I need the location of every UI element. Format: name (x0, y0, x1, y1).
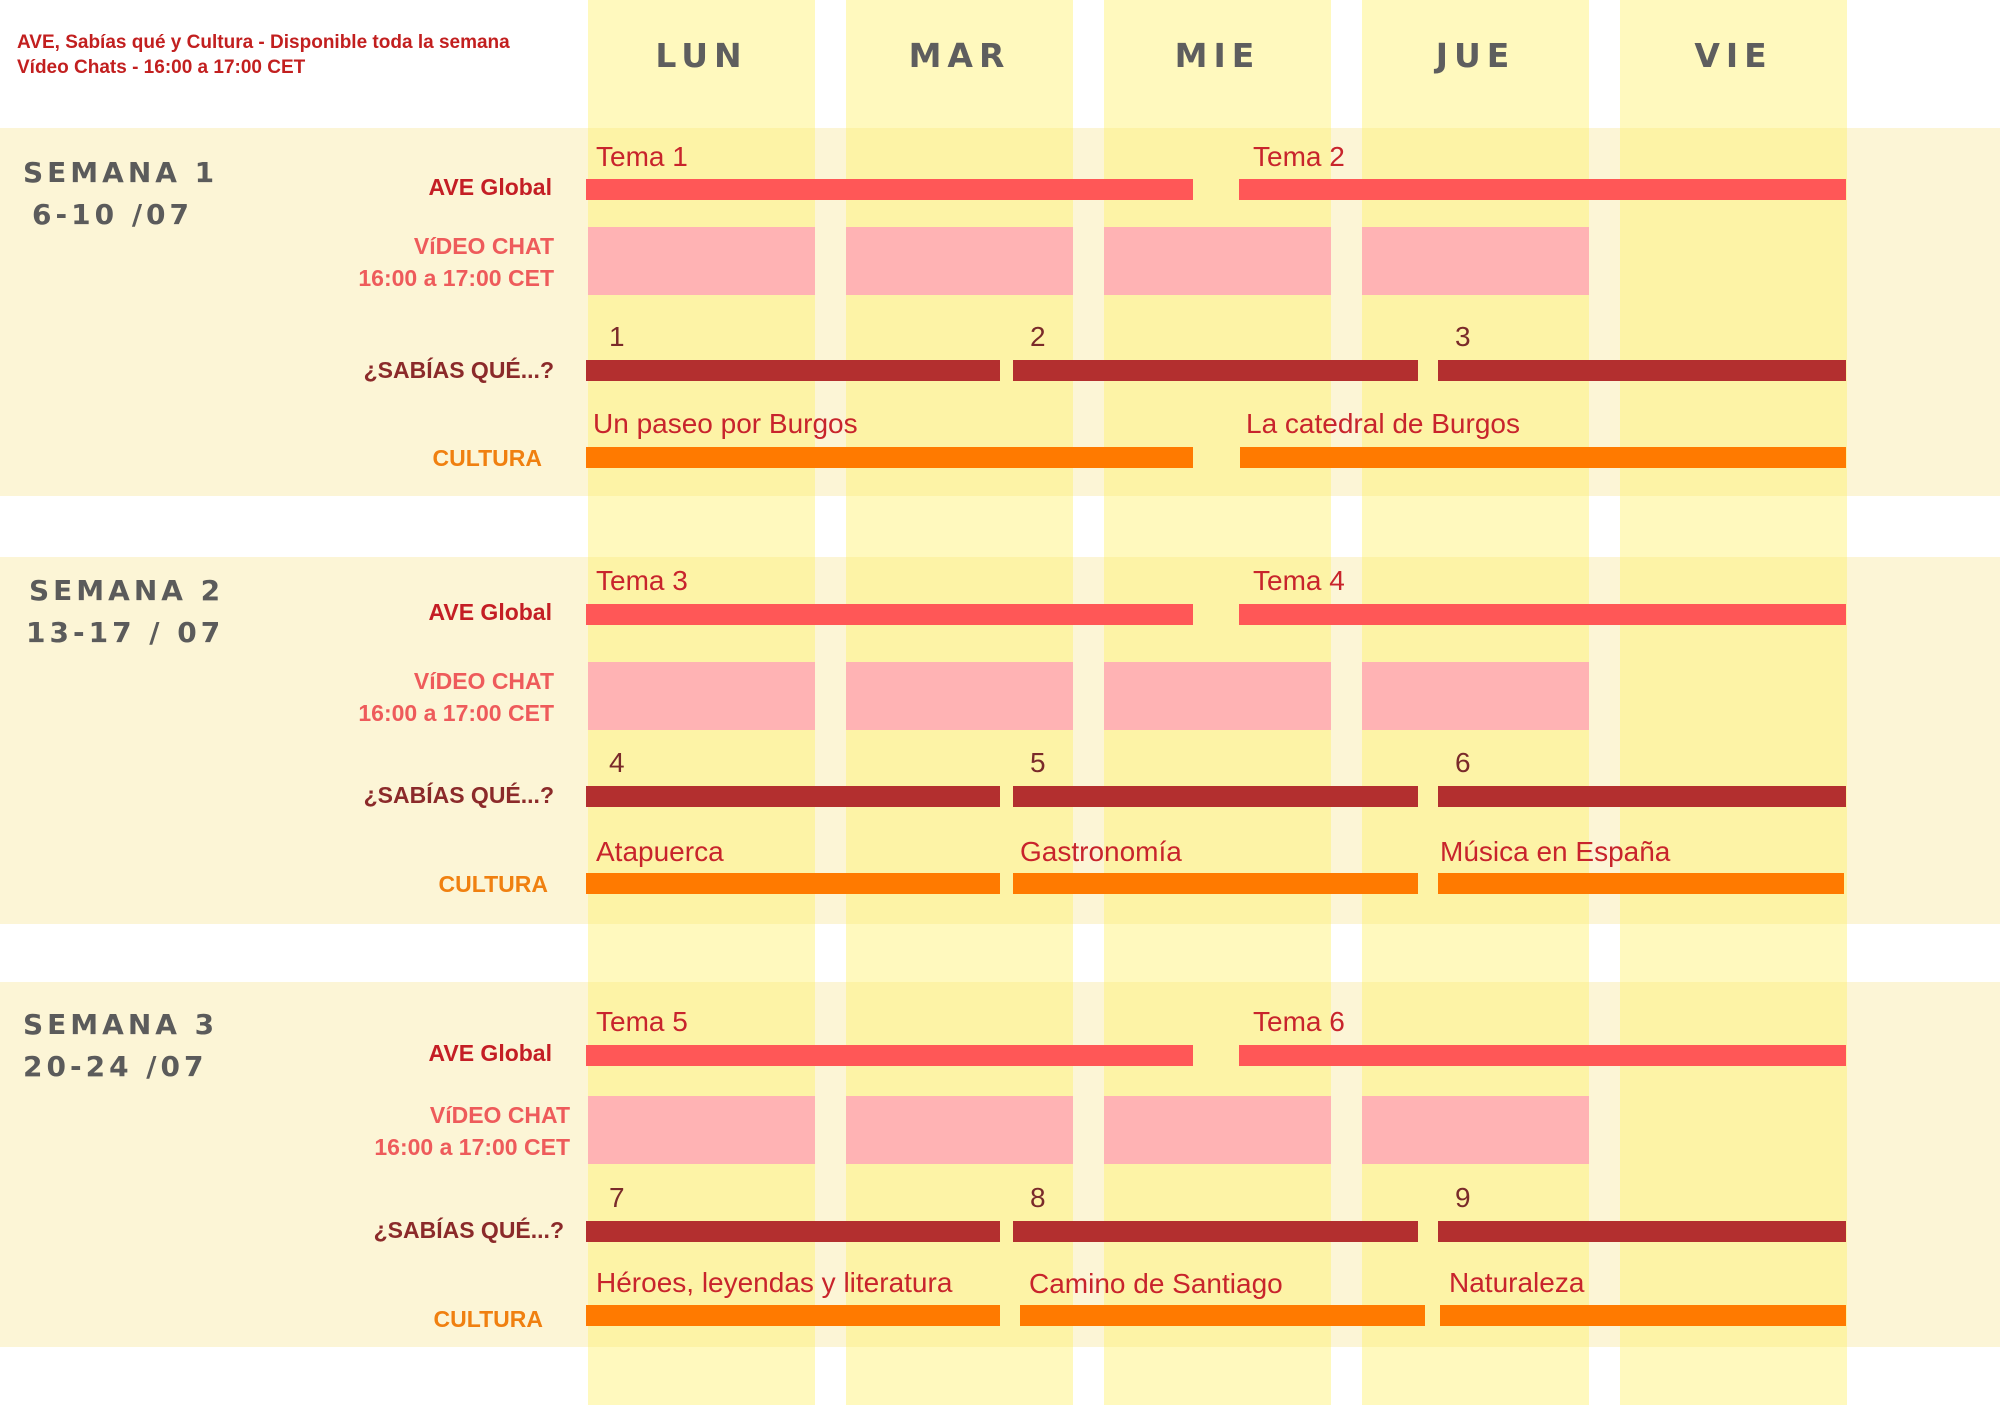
week-1-chat-label-line-2: 16:00 a 17:00 CET (358, 265, 554, 291)
week-1-chat-label-line-1: VíDEO CHAT (413, 233, 554, 259)
video-chat-note: Vídeo Chats - 16:00 a 17:00 CET (17, 57, 306, 78)
week-3-sabias-bar-2 (1013, 1221, 1418, 1242)
week-1-sabias-item-3: 3 (1455, 321, 1471, 352)
week-1-chat-jue (1362, 227, 1589, 295)
week-1-sabias-bar-1 (586, 360, 1000, 381)
week-3-cultura-bar-3 (1440, 1305, 1846, 1326)
week-1-sabias-item-1: 1 (609, 321, 625, 352)
week-2-cultura-bar-1 (586, 873, 1000, 894)
week-3-ave-item-1: Tema 5 (596, 1006, 688, 1037)
day-column-vie (1620, 0, 1847, 1405)
day-header-lun: LUN (655, 36, 748, 75)
week-2-chat-label-line-2: 16:00 a 17:00 CET (358, 700, 554, 726)
week-2-cultura-item-2: Gastronomía (1020, 836, 1182, 867)
week-1-cultura-bar-1 (586, 447, 1193, 468)
week-2-title: SEMANA 2 (29, 574, 225, 607)
week-3-chat-label-line-2: 16:00 a 17:00 CET (374, 1134, 570, 1160)
week-1-chat-mie (1104, 227, 1331, 295)
week-2-dates: 13-17 / 07 (26, 616, 225, 649)
week-3-cultura-item-1: Héroes, leyendas y literatura (596, 1267, 953, 1298)
week-1-chat-mar (846, 227, 1073, 295)
day-header-vie: VIE (1694, 36, 1773, 75)
week-2-cultura-label: CULTURA (438, 871, 548, 897)
week-3-sabias-item-3: 9 (1455, 1182, 1471, 1213)
week-1-dates: 6-10 /07 (32, 198, 194, 231)
week-2-chat-label: VíDEO CHAT 16:00 a 17:00 CET (358, 665, 554, 729)
week-3-sabias-item-2: 8 (1030, 1182, 1046, 1213)
week-3-ave-item-2: Tema 6 (1253, 1006, 1345, 1037)
week-2-sabias-bar-1 (586, 786, 1000, 807)
week-1-cultura-bar-2 (1240, 447, 1846, 468)
week-2-chat-lun (588, 662, 815, 730)
week-3-chat-label-line-1: VíDEO CHAT (429, 1102, 570, 1128)
week-1-cultura-label: CULTURA (432, 445, 542, 471)
week-2-cultura-bar-2 (1013, 873, 1418, 894)
week-3-chat-mar (846, 1096, 1073, 1164)
week-3-ave-label: AVE Global (428, 1040, 552, 1066)
week-2-chat-jue (1362, 662, 1589, 730)
week-3-ave-bar-1 (586, 1045, 1193, 1066)
week-1-sabias-bar-2 (1013, 360, 1418, 381)
week-2-cultura-bar-3 (1438, 873, 1844, 894)
week-1-sabias-bar-3 (1438, 360, 1846, 381)
day-header-mie: MIE (1174, 36, 1261, 75)
availability-note: AVE, Sabías qué y Cultura - Disponible t… (17, 32, 510, 53)
week-1-title: SEMANA 1 (23, 156, 219, 189)
week-2-ave-item-1: Tema 3 (596, 565, 688, 596)
week-2-sabias-item-3: 6 (1455, 747, 1471, 778)
week-band-3 (0, 982, 2000, 1347)
week-1-ave-label: AVE Global (428, 174, 552, 200)
week-3-sabias-item-1: 7 (609, 1182, 625, 1213)
week-3-chat-label: VíDEO CHAT 16:00 a 17:00 CET (374, 1099, 570, 1163)
week-3-dates: 20-24 /07 (23, 1050, 208, 1083)
week-2-sabias-label: ¿SABÍAS QUÉ...? (363, 782, 554, 808)
week-1-chat-lun (588, 227, 815, 295)
week-3-chat-lun (588, 1096, 815, 1164)
day-header-jue: JUE (1435, 36, 1516, 75)
week-1-cultura-item-2: La catedral de Burgos (1246, 408, 1520, 439)
week-3-cultura-label: CULTURA (433, 1306, 543, 1332)
week-3-ave-bar-2 (1239, 1045, 1846, 1066)
week-2-cultura-item-1: Atapuerca (596, 836, 724, 867)
week-3-cultura-bar-1 (586, 1305, 1000, 1326)
week-2-chat-label-line-1: VíDEO CHAT (413, 668, 554, 694)
week-2-chat-mie (1104, 662, 1331, 730)
week-1-ave-item-1: Tema 1 (596, 141, 688, 172)
week-3-sabias-bar-1 (586, 1221, 1000, 1242)
day-header-mar: MAR (908, 36, 1011, 75)
week-3-cultura-bar-2 (1020, 1305, 1425, 1326)
week-1-ave-bar-1 (586, 179, 1193, 200)
week-2-ave-bar-2 (1239, 604, 1846, 625)
week-3-chat-mie (1104, 1096, 1331, 1164)
week-3-cultura-item-3: Naturaleza (1449, 1267, 1585, 1298)
week-2-sabias-bar-3 (1438, 786, 1846, 807)
week-2-sabias-bar-2 (1013, 786, 1418, 807)
week-2-sabias-item-2: 5 (1030, 747, 1046, 778)
week-3-chat-jue (1362, 1096, 1589, 1164)
week-1-ave-bar-2 (1239, 179, 1846, 200)
week-3-sabias-bar-3 (1438, 1221, 1846, 1242)
week-3-title: SEMANA 3 (23, 1008, 219, 1041)
week-2-chat-mar (846, 662, 1073, 730)
week-2-ave-label: AVE Global (428, 599, 552, 625)
week-2-ave-item-2: Tema 4 (1253, 565, 1345, 596)
week-1-cultura-item-1: Un paseo por Burgos (593, 408, 858, 439)
week-2-ave-bar-1 (586, 604, 1193, 625)
week-1-sabias-item-2: 2 (1030, 321, 1046, 352)
week-3-sabias-label: ¿SABÍAS QUÉ...? (373, 1217, 564, 1243)
week-2-sabias-item-1: 4 (609, 747, 625, 778)
week-1-chat-label: VíDEO CHAT 16:00 a 17:00 CET (358, 230, 554, 294)
week-3-cultura-item-2: Camino de Santiago (1029, 1268, 1283, 1299)
week-2-cultura-item-3: Música en España (1440, 836, 1671, 867)
week-1-sabias-label: ¿SABÍAS QUÉ...? (363, 357, 554, 383)
week-1-ave-item-2: Tema 2 (1253, 141, 1345, 172)
